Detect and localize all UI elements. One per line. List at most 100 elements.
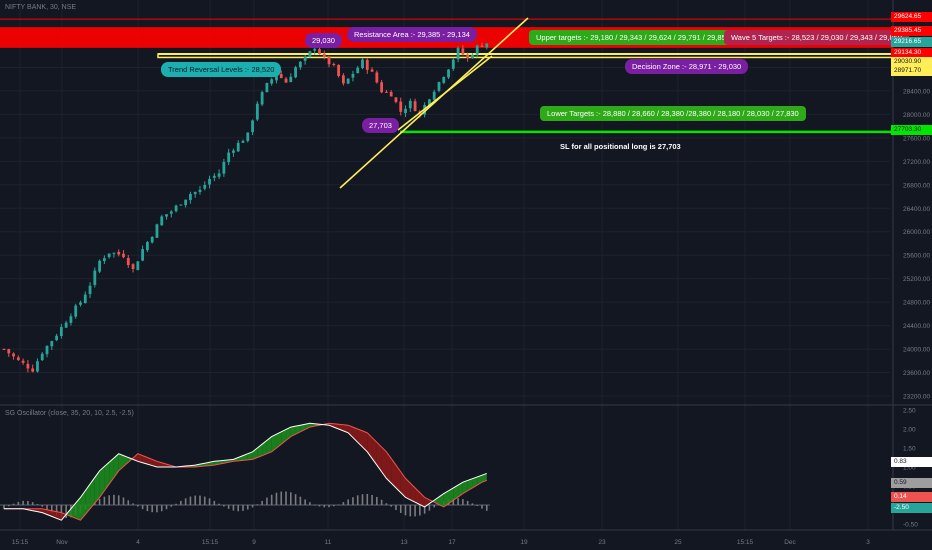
candle-body xyxy=(50,341,54,347)
osc-fill xyxy=(94,470,100,504)
histogram-bar xyxy=(218,503,220,505)
candle-body xyxy=(150,236,154,243)
osc-fill xyxy=(453,485,459,501)
candle-body xyxy=(174,205,178,212)
osc-fill xyxy=(247,451,253,460)
candle-body xyxy=(466,54,470,59)
price-tick-label: 25600.00 xyxy=(903,253,930,260)
histogram-bar xyxy=(309,502,311,505)
resistance-area-label: Resistance Area :- 29,385 - 29,134 xyxy=(347,27,477,42)
histogram-bar xyxy=(184,498,187,505)
histogram-bar xyxy=(385,503,388,505)
wave5-targets-label: Wave 5 Targets :- 28,523 / 29,030 / 29,3… xyxy=(724,30,909,45)
candle-body xyxy=(208,178,211,185)
candle-body xyxy=(83,294,87,304)
histogram-bar xyxy=(399,505,402,514)
time-tick-label: Nov xyxy=(56,539,68,546)
time-tick-label: 19 xyxy=(520,539,528,546)
candle-body xyxy=(122,253,125,258)
price-tick-label: 28000.00 xyxy=(903,112,930,119)
candle-body xyxy=(318,49,321,54)
histogram-bar xyxy=(17,501,20,505)
grid xyxy=(0,0,890,530)
price-tag: 28971.70 xyxy=(891,66,932,76)
candle-body xyxy=(12,353,15,357)
osc-fill xyxy=(405,478,411,500)
candle-body xyxy=(275,74,278,81)
candle-body xyxy=(432,91,436,100)
candle-body xyxy=(456,47,460,60)
candle-body xyxy=(337,64,340,76)
candle-body xyxy=(112,252,116,254)
candle-body xyxy=(93,270,97,285)
osc-fill xyxy=(357,429,363,448)
histogram-bar xyxy=(333,505,335,507)
candle-body xyxy=(294,67,297,78)
candle-body xyxy=(308,51,312,57)
osc-tick-label: 1.50 xyxy=(903,446,916,453)
candle-body xyxy=(36,361,39,372)
osc-fill xyxy=(262,440,267,456)
osc-tick-label: 2.50 xyxy=(903,408,916,415)
oscillator-title: SG Oscillator (close, 35, 20, 10, 2.5, -… xyxy=(5,410,134,417)
osc-fill xyxy=(400,471,406,498)
histogram-bar xyxy=(376,496,378,505)
histogram-bar xyxy=(22,500,24,505)
osc-tick-label: 2.00 xyxy=(903,427,916,434)
osc-fill xyxy=(42,508,48,515)
osc-fill xyxy=(142,455,148,465)
candle-body xyxy=(437,81,441,91)
candle-body xyxy=(270,79,274,84)
candle-body xyxy=(394,97,398,103)
price-tick-label: 24400.00 xyxy=(903,323,930,330)
osc-fill xyxy=(372,437,377,466)
histogram-bar xyxy=(423,505,426,514)
candle-body xyxy=(160,216,164,226)
histogram-bar xyxy=(7,505,10,507)
price-tag: 29030.90 xyxy=(891,57,932,67)
price-tick-label: 24800.00 xyxy=(903,300,930,307)
histogram-bar xyxy=(380,499,383,505)
candle-body xyxy=(332,63,336,66)
candle-body xyxy=(203,185,207,189)
candle-body xyxy=(141,249,145,261)
histogram-bar xyxy=(428,505,431,511)
osc-fill xyxy=(343,424,349,433)
osc-fill xyxy=(381,447,387,479)
candle-body xyxy=(45,345,49,355)
histogram-bar xyxy=(361,494,364,505)
osc-fill xyxy=(109,457,114,485)
price-tick-label: 27200.00 xyxy=(903,159,930,166)
osc-tag: 0.14 xyxy=(891,492,932,502)
candle-body xyxy=(40,353,44,361)
candle-body xyxy=(227,152,231,163)
histogram-bar xyxy=(232,505,235,511)
candle-body xyxy=(179,204,183,206)
histogram-bar xyxy=(409,505,412,517)
histogram-bar xyxy=(12,503,15,505)
histogram-bar xyxy=(227,505,230,509)
osc-fill xyxy=(75,497,81,521)
osc-fill xyxy=(472,476,478,488)
upper-targets-label: Upper targets :- 29,180 / 29,343 / 29,62… xyxy=(529,30,737,45)
histogram-bar xyxy=(189,496,192,505)
histogram-bar xyxy=(280,491,283,505)
candle-body xyxy=(298,61,302,68)
histogram-bar xyxy=(3,505,5,510)
histogram-bar xyxy=(457,498,459,505)
histogram-bar xyxy=(51,505,53,513)
price-tick-label: 27600.00 xyxy=(903,135,930,142)
histogram-bar xyxy=(175,503,177,505)
osc-fill xyxy=(276,431,282,448)
price-tick-label: 25200.00 xyxy=(903,276,930,283)
candle-body xyxy=(146,242,149,251)
candle-body xyxy=(126,257,130,266)
candle-body xyxy=(88,285,92,294)
histogram-bar xyxy=(213,500,216,505)
candle-body xyxy=(471,54,474,59)
osc-fill xyxy=(305,423,310,430)
histogram-bar xyxy=(466,500,469,505)
osc-fill xyxy=(348,425,353,438)
candle-body xyxy=(31,368,35,372)
